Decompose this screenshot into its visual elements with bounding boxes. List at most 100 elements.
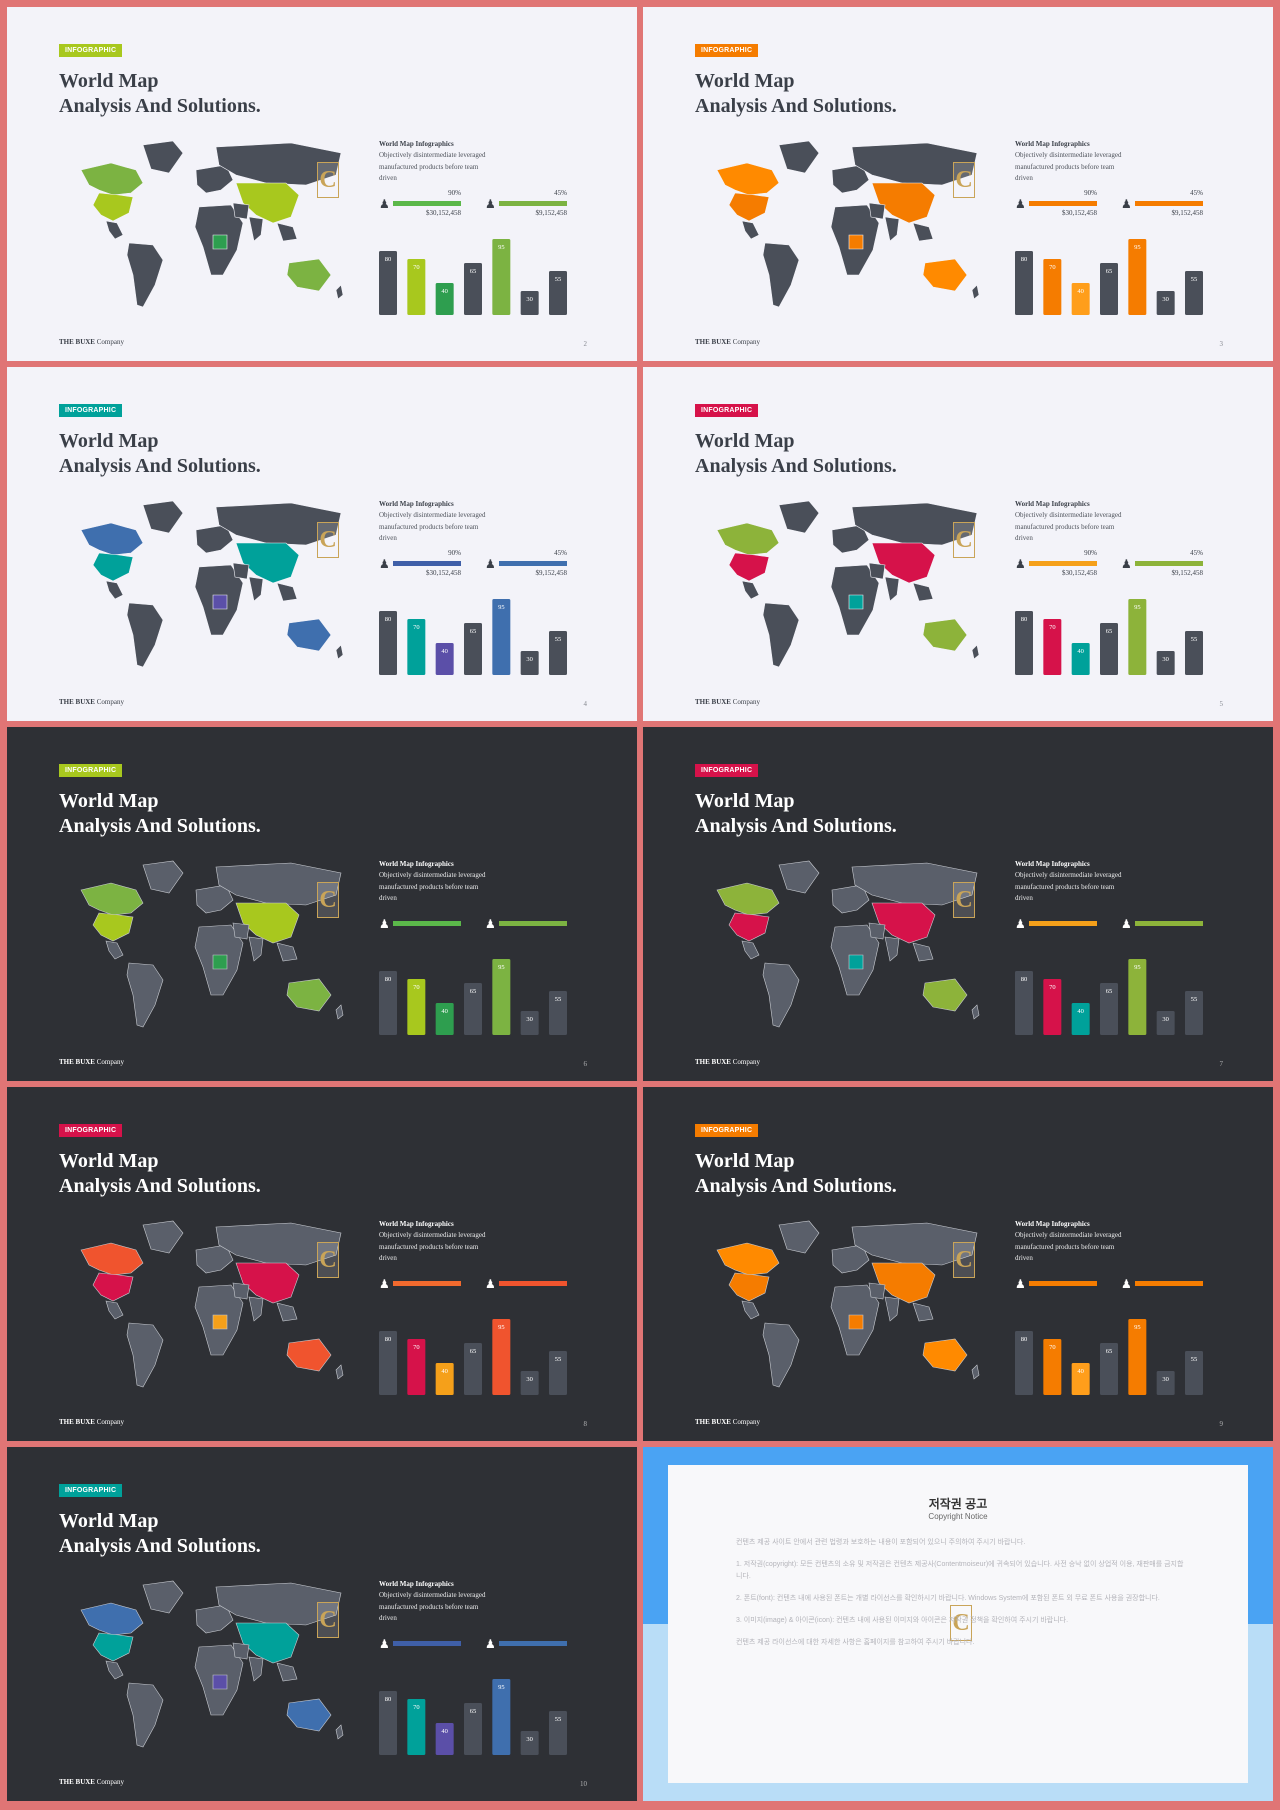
map-region-ind — [884, 936, 900, 962]
slide-thumbnail[interactable]: INFOGRAPHIC World Map Analysis And Solut… — [7, 727, 637, 1081]
stat-bar — [499, 1641, 567, 1646]
chart-bar-label: 80 — [1021, 616, 1028, 623]
world-map — [687, 135, 987, 315]
map-region-af-c — [848, 594, 864, 610]
slide-thumbnail[interactable]: INFOGRAPHIC World Map Analysis And Solut… — [643, 7, 1273, 361]
map-region-na-n — [716, 522, 780, 556]
stat-bar — [1029, 201, 1097, 206]
title-line-1: World Map — [695, 1150, 795, 1172]
slide-thumbnail[interactable]: INFOGRAPHIC World Map Analysis And Solut… — [7, 7, 637, 361]
stat-bar — [1029, 921, 1097, 926]
map-region-ind — [248, 216, 264, 242]
chart-bar — [407, 619, 426, 675]
stat-bar — [499, 201, 567, 206]
male-icon: ♟ — [1015, 917, 1026, 931]
chart-bar-label: 40 — [1077, 648, 1084, 655]
map-region-seasia — [276, 222, 298, 242]
chart-bar-label: 80 — [1021, 256, 1028, 263]
chart-bar-label: 65 — [470, 268, 477, 275]
stats-row: ♟ 90% $30,152,458 ♟ 45% $9,152,458 — [1015, 549, 1203, 579]
chart-bar — [549, 991, 567, 1035]
chart-bar — [435, 1723, 454, 1755]
chart-bar-label: 55 — [1191, 276, 1198, 283]
slide-thumbnail-copyright[interactable]: 저작권 공고 Copyright Notice C 컨텐츠 제공 사이트 안에서… — [643, 1447, 1273, 1801]
slide-thumbnail[interactable]: INFOGRAPHIC World Map Analysis And Solut… — [7, 1087, 637, 1441]
page-number: 9 — [1219, 1420, 1224, 1428]
chart-bar — [1015, 251, 1033, 315]
info-description: Objectively disintermediate leveraged ma… — [1015, 151, 1122, 182]
map-region-mide — [868, 1282, 886, 1300]
chart-bar-label: 95 — [498, 1684, 505, 1691]
chart-bar — [1156, 1011, 1175, 1035]
footer-brand-name: THE BUXE — [695, 1418, 731, 1426]
chart-bar — [435, 283, 454, 315]
chart-bar — [1100, 983, 1118, 1035]
world-map — [51, 1575, 351, 1755]
title-line-1: World Map — [695, 70, 795, 92]
footer-brand: THE BUXE Company — [695, 1418, 760, 1426]
slide-thumbnail[interactable]: INFOGRAPHIC World Map Analysis And Solut… — [7, 1447, 637, 1801]
info-description: Objectively disintermediate leveraged ma… — [1015, 511, 1122, 542]
map-region-grn — [142, 140, 184, 174]
world-map — [51, 1215, 351, 1395]
chart-bar — [435, 1363, 454, 1395]
chart-bar — [464, 263, 482, 315]
infographic-tag: INFOGRAPHIC — [695, 1124, 759, 1137]
map-region-mex — [741, 580, 760, 600]
chart-bar-label: 55 — [1191, 636, 1198, 643]
chart-bar — [435, 1003, 454, 1035]
chart-bar — [1015, 971, 1033, 1035]
stat-bar — [1135, 561, 1203, 566]
slide-thumbnail[interactable]: INFOGRAPHIC World Map Analysis And Solut… — [643, 367, 1273, 721]
slide-thumbnail[interactable]: INFOGRAPHIC World Map Analysis And Solut… — [643, 727, 1273, 1081]
stat-bar — [499, 921, 567, 926]
stat-female: ♟ — [485, 1269, 567, 1299]
chart-bar — [1185, 631, 1203, 675]
map-region-aus — [286, 1698, 332, 1732]
slide-thumbnail[interactable]: INFOGRAPHIC World Map Analysis And Solut… — [643, 1087, 1273, 1441]
world-map — [687, 495, 987, 675]
bar-chart-svg: 80 70 40 65 95 30 55 — [379, 1679, 567, 1755]
map-region-grn — [142, 1220, 184, 1254]
map-region-nz — [971, 1364, 980, 1380]
male-icon: ♟ — [1015, 197, 1026, 211]
bar-chart-svg: 80 70 40 65 95 30 55 — [379, 239, 567, 315]
chart-bar — [1185, 1351, 1203, 1395]
notice-outro: 컨텐츠 제공 라이선스에 대한 자세한 사항은 홈페이지를 참고하여 주시기 바… — [736, 1639, 975, 1646]
chart-bar-label: 95 — [498, 1324, 505, 1331]
map-region-na-s — [728, 912, 770, 942]
map-region-na-n — [716, 162, 780, 196]
map-region-ind — [248, 1296, 264, 1322]
page-number: 8 — [583, 1420, 588, 1428]
map-region-sam — [126, 1322, 164, 1388]
brand-logo-icon: C — [953, 522, 975, 558]
map-region-af-c — [212, 594, 228, 610]
footer-brand-name: THE BUXE — [695, 1058, 731, 1066]
map-region-aus — [286, 978, 332, 1012]
map-region-sam — [762, 1322, 800, 1388]
slide-thumbnail[interactable]: INFOGRAPHIC World Map Analysis And Solut… — [7, 367, 637, 721]
info-block: World Map Infographics Objectively disin… — [1015, 860, 1215, 905]
chart-bar — [1043, 619, 1062, 675]
bar-chart-svg: 80 70 40 65 95 30 55 — [1015, 599, 1203, 675]
stat-amount: $9,152,458 — [535, 209, 568, 217]
world-map-svg — [80, 1580, 344, 1748]
stat-percent: 90% — [1084, 549, 1097, 557]
bar-chart-svg: 80 70 40 65 95 30 55 — [379, 1319, 567, 1395]
stat-female: ♟ 45% $9,152,458 — [1121, 189, 1203, 219]
map-region-na-s — [728, 552, 770, 582]
brand-logo-icon: C — [317, 882, 339, 918]
chart-bar — [492, 959, 511, 1035]
chart-bar — [1128, 1319, 1147, 1395]
chart-bar — [1156, 651, 1175, 675]
map-region-aus — [922, 258, 968, 292]
chart-bar-label: 70 — [1049, 984, 1056, 991]
infographic-tag: INFOGRAPHIC — [59, 764, 123, 777]
page-number: 6 — [583, 1060, 588, 1068]
map-region-grn — [778, 500, 820, 534]
stats-row: ♟ 90% $30,152,458 ♟ 45% $9,152,458 — [379, 549, 567, 579]
footer-brand-name: THE BUXE — [695, 338, 731, 346]
map-region-mide — [868, 562, 886, 580]
map-region-aus — [286, 258, 332, 292]
chart-bar — [1071, 283, 1090, 315]
